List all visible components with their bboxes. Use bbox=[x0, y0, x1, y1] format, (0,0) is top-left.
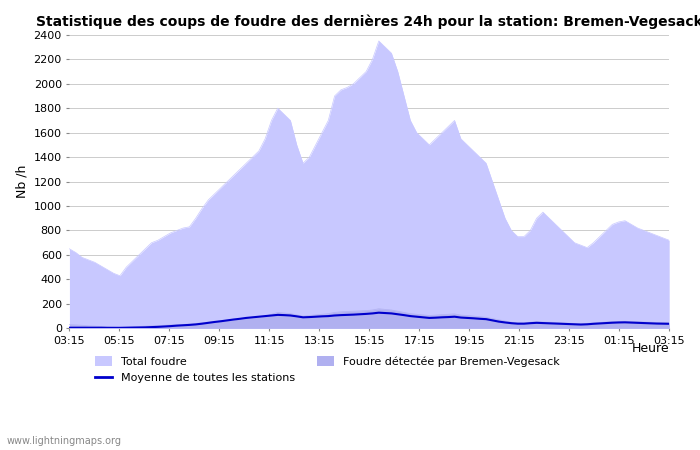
Legend: Total foudre, Moyenne de toutes les stations, Foudre détectée par Bremen-Vegesac: Total foudre, Moyenne de toutes les stat… bbox=[91, 351, 564, 387]
Text: Heure: Heure bbox=[631, 342, 669, 355]
Y-axis label: Nb /h: Nb /h bbox=[15, 165, 28, 198]
Text: www.lightningmaps.org: www.lightningmaps.org bbox=[7, 436, 122, 446]
Title: Statistique des coups de foudre des dernières 24h pour la station: Bremen-Vegesa: Statistique des coups de foudre des dern… bbox=[36, 15, 700, 30]
